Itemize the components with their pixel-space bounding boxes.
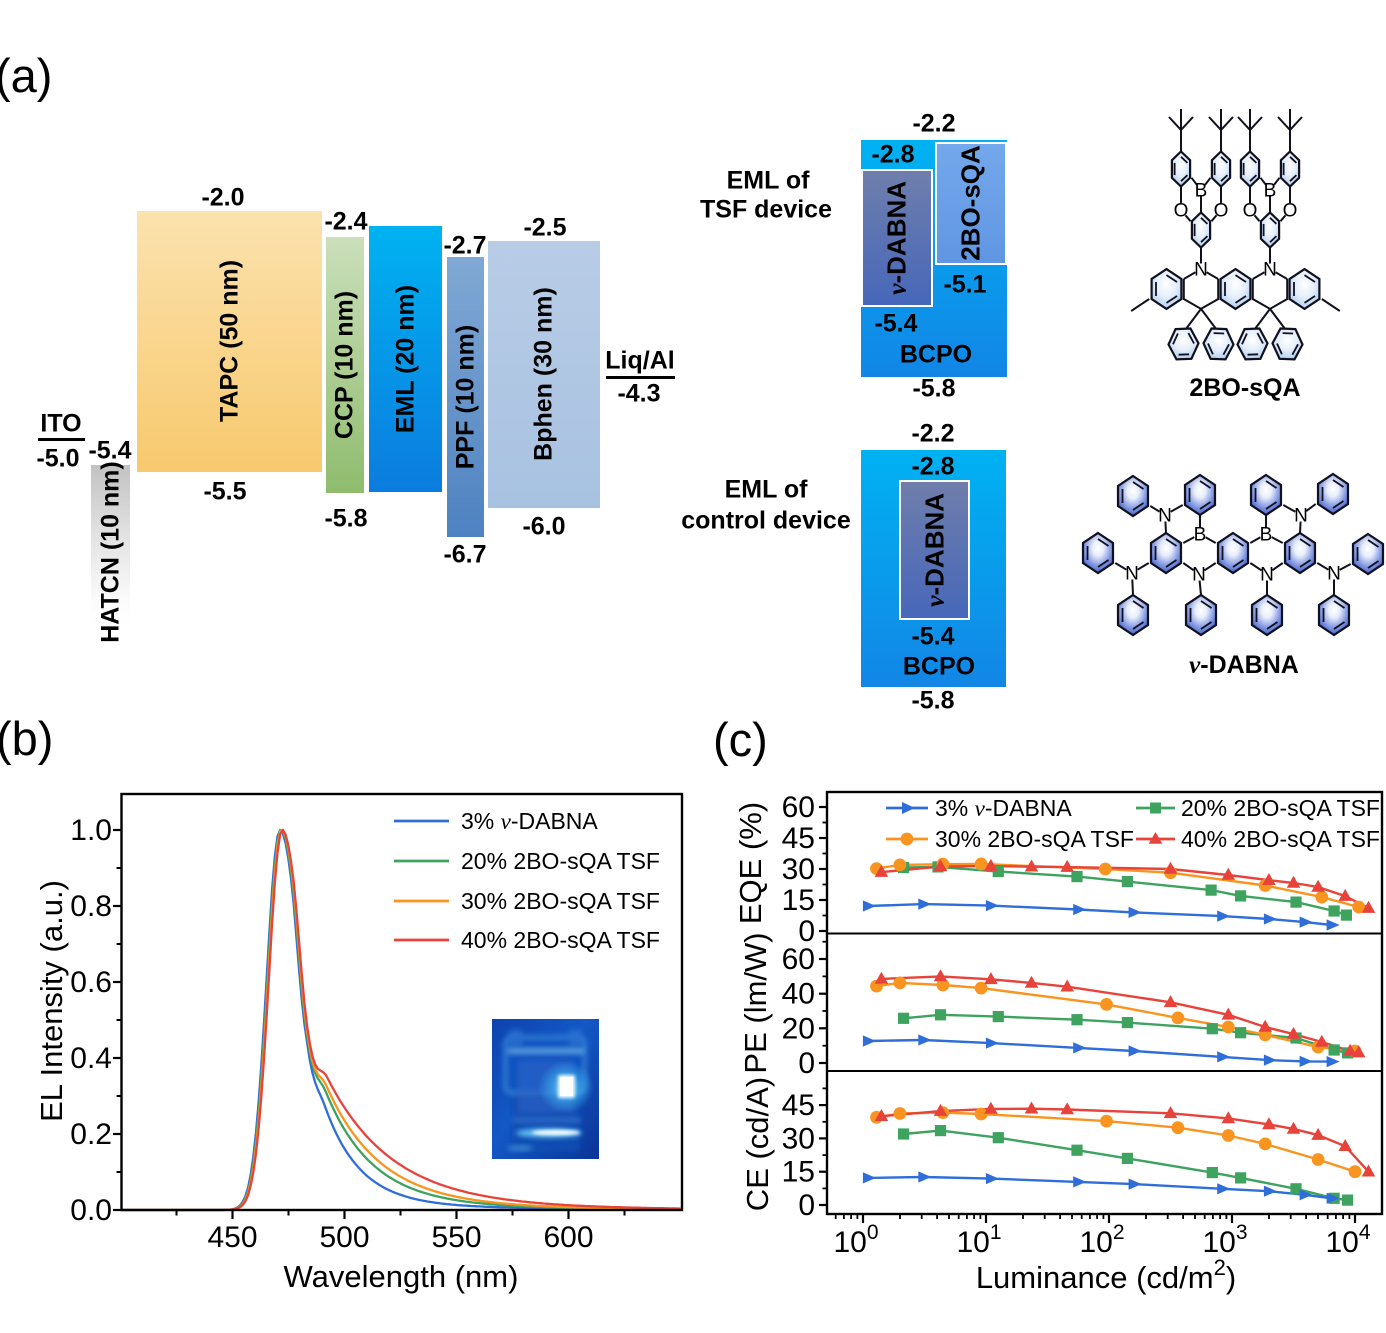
svg-text:O: O [1174,201,1189,222]
svg-text:N: N [1327,564,1341,585]
svg-text:EL Intensity (a.u.): EL Intensity (a.u.) [34,880,69,1122]
svg-text:101: 101 [956,1221,1001,1259]
svg-text:ν-DABNA: ν-DABNA [1189,651,1299,679]
svg-text:B: B [1260,525,1273,546]
svg-text:O: O [1283,201,1298,222]
svg-text:N: N [1125,564,1139,585]
svg-text:45: 45 [782,1089,815,1122]
svg-text:0: 0 [798,1047,815,1080]
svg-text:40: 40 [782,978,815,1011]
svg-text:0.4: 0.4 [70,1042,112,1075]
svg-text:103: 103 [1202,1221,1247,1259]
svg-text:Luminance (cd/m2): Luminance (cd/m2) [976,1255,1236,1295]
svg-text:0.6: 0.6 [70,966,112,999]
svg-text:PE (lm/W): PE (lm/W) [738,932,773,1073]
svg-text:550: 550 [431,1221,481,1254]
svg-text:N: N [1158,506,1172,527]
svg-text:3% ν-DABNA: 3% ν-DABNA [935,795,1072,821]
svg-text:N: N [1263,260,1277,281]
svg-text:100: 100 [833,1221,878,1259]
svg-text:104: 104 [1325,1221,1370,1259]
svg-text:450: 450 [207,1221,257,1254]
svg-text:B: B [1194,525,1207,546]
svg-text:N: N [1294,506,1308,527]
svg-text:45: 45 [782,822,815,855]
svg-text:N: N [1192,565,1206,586]
svg-text:30: 30 [782,1122,815,1155]
svg-text:CE (cd/A): CE (cd/A) [740,1077,775,1211]
svg-text:B: B [1264,181,1277,202]
svg-text:15: 15 [782,1156,815,1189]
svg-text:O: O [1214,201,1229,222]
svg-text:0: 0 [798,915,815,948]
svg-text:3% ν-DABNA: 3% ν-DABNA [461,808,598,834]
svg-text:102: 102 [1079,1221,1124,1259]
svg-text:O: O [1243,201,1258,222]
svg-text:40% 2BO-sQA TSF: 40% 2BO-sQA TSF [1181,826,1380,852]
svg-text:30% 2BO-sQA TSF: 30% 2BO-sQA TSF [461,888,660,914]
svg-text:N: N [1260,565,1274,586]
svg-text:N: N [1194,260,1208,281]
svg-text:20% 2BO-sQA TSF: 20% 2BO-sQA TSF [461,848,660,874]
svg-text:2BO-sQA: 2BO-sQA [1189,374,1300,402]
svg-text:0.0: 0.0 [70,1194,112,1227]
svg-text:600: 600 [543,1221,593,1254]
svg-text:EQE (%): EQE (%) [733,802,768,924]
svg-text:1.0: 1.0 [70,814,112,847]
svg-text:500: 500 [319,1221,369,1254]
svg-text:20: 20 [782,1012,815,1045]
svg-text:0: 0 [798,1189,815,1222]
svg-text:40% 2BO-sQA TSF: 40% 2BO-sQA TSF [461,927,660,953]
svg-text:0.8: 0.8 [70,890,112,923]
svg-text:15: 15 [782,884,815,917]
svg-text:30: 30 [782,853,815,886]
svg-text:0.2: 0.2 [70,1118,112,1151]
svg-text:B: B [1195,181,1208,202]
svg-text:60: 60 [782,791,815,824]
svg-text:20% 2BO-sQA TSF: 20% 2BO-sQA TSF [1181,795,1380,821]
svg-text:Wavelength (nm): Wavelength (nm) [284,1259,519,1294]
svg-text:60: 60 [782,943,815,976]
svg-text:30% 2BO-sQA TSF: 30% 2BO-sQA TSF [935,826,1134,852]
